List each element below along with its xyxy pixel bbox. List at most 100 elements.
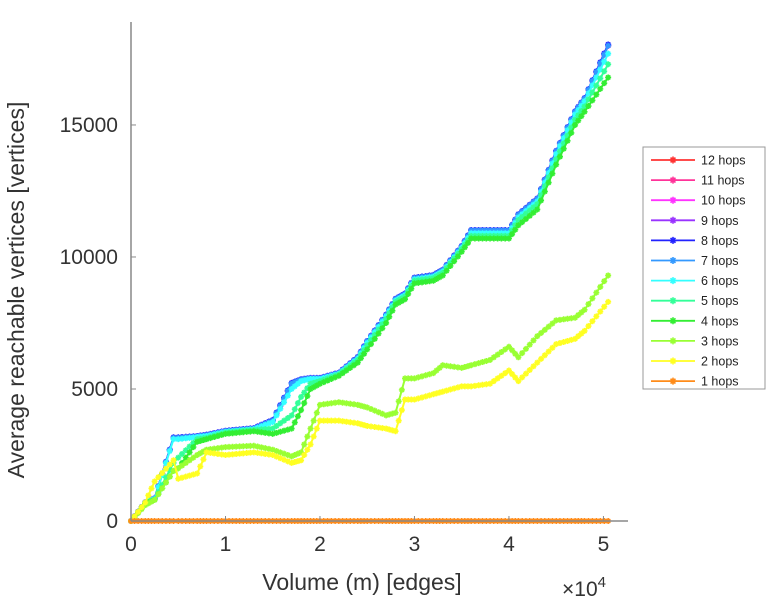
data-point-marker bbox=[509, 231, 516, 238]
data-point-marker bbox=[273, 429, 280, 436]
data-point-marker bbox=[236, 429, 243, 436]
data-point-marker bbox=[371, 335, 378, 342]
data-point-marker bbox=[422, 393, 429, 400]
data-point-marker bbox=[277, 420, 284, 427]
data-point-marker bbox=[465, 383, 472, 390]
data-point-marker bbox=[131, 513, 138, 520]
data-point-marker bbox=[585, 323, 592, 330]
legend-box bbox=[642, 146, 766, 390]
data-point-marker bbox=[288, 385, 295, 392]
data-point-marker bbox=[288, 380, 295, 387]
data-point-marker bbox=[229, 430, 236, 437]
data-point-marker bbox=[148, 485, 155, 492]
data-point-marker bbox=[243, 450, 250, 457]
data-point-marker bbox=[545, 348, 552, 355]
data-point-marker bbox=[364, 342, 371, 349]
data-point-marker bbox=[203, 436, 210, 443]
data-point-marker bbox=[364, 422, 371, 429]
data-point-marker bbox=[357, 355, 364, 362]
data-point-marker bbox=[597, 283, 604, 290]
data-point-marker bbox=[350, 401, 357, 408]
data-point-marker bbox=[258, 450, 265, 457]
data-point-marker bbox=[347, 400, 354, 407]
data-point-marker bbox=[494, 375, 501, 382]
data-point-marker bbox=[443, 362, 450, 369]
data-point-marker bbox=[568, 124, 575, 131]
data-point-marker bbox=[549, 344, 556, 351]
data-point-marker bbox=[426, 371, 433, 378]
data-point-marker bbox=[534, 333, 541, 340]
data-point-marker bbox=[222, 444, 229, 451]
data-point-marker bbox=[328, 400, 335, 407]
data-point-marker bbox=[411, 375, 418, 382]
data-point-marker bbox=[451, 363, 458, 370]
data-point-marker bbox=[262, 445, 269, 452]
data-point-marker bbox=[581, 103, 588, 110]
data-point-marker bbox=[597, 308, 604, 315]
data-point-marker bbox=[512, 374, 519, 381]
data-point-marker bbox=[304, 376, 311, 383]
data-point-marker bbox=[468, 362, 475, 369]
data-point-marker bbox=[415, 279, 422, 286]
data-point-marker bbox=[190, 444, 197, 451]
data-point-marker bbox=[159, 485, 166, 492]
data-point-marker bbox=[207, 435, 214, 442]
data-point-marker bbox=[454, 384, 461, 391]
data-point-marker bbox=[468, 235, 475, 242]
data-point-marker bbox=[451, 385, 458, 392]
data-point-marker bbox=[313, 378, 320, 385]
x-tick-label: 3 bbox=[409, 533, 421, 556]
data-point-marker bbox=[190, 471, 197, 478]
data-point-marker bbox=[538, 330, 545, 337]
data-point-marker bbox=[545, 170, 552, 177]
data-point-marker bbox=[522, 215, 529, 222]
data-point-marker bbox=[367, 423, 374, 430]
data-point-marker bbox=[313, 425, 320, 432]
data-point-marker bbox=[162, 479, 169, 486]
data-point-marker bbox=[291, 406, 298, 413]
data-point-marker bbox=[265, 451, 272, 458]
data-point-marker bbox=[367, 406, 374, 413]
legend-items: 12 hops 11 hops 10 hops 9 hops 8 hops 7 hops 6… bbox=[651, 154, 745, 389]
data-point-marker bbox=[179, 435, 186, 442]
data-point-marker bbox=[419, 279, 426, 286]
data-point-marker bbox=[589, 318, 596, 325]
data-point-marker bbox=[379, 410, 386, 417]
data-point-marker bbox=[572, 314, 579, 321]
legend-marker-icon bbox=[669, 377, 677, 385]
data-point-marker bbox=[288, 459, 295, 466]
data-point-marker bbox=[155, 491, 162, 498]
data-point-marker bbox=[498, 372, 505, 379]
data-point-marker bbox=[240, 429, 247, 436]
data-point-marker bbox=[166, 461, 173, 468]
data-point-marker bbox=[218, 444, 225, 451]
data-point-marker bbox=[433, 390, 440, 397]
ticks: 0 1 2 3 4 5 0 5000 10000 15000 bbox=[60, 114, 610, 556]
data-point-marker bbox=[443, 387, 450, 394]
data-point-marker bbox=[310, 375, 317, 382]
data-point-marker bbox=[375, 424, 382, 431]
data-point-marker bbox=[250, 449, 257, 456]
data-point-marker bbox=[392, 428, 399, 435]
data-point-marker bbox=[498, 235, 505, 242]
data-point-marker bbox=[560, 338, 567, 345]
data-point-marker bbox=[155, 483, 162, 490]
data-point-marker bbox=[458, 248, 465, 255]
data-point-marker bbox=[155, 474, 162, 481]
data-point-marker bbox=[556, 316, 563, 323]
data-point-marker bbox=[468, 383, 475, 390]
data-point-marker bbox=[291, 451, 298, 458]
data-point-marker bbox=[426, 278, 433, 285]
data-point-marker bbox=[284, 426, 291, 433]
data-point-marker bbox=[240, 443, 247, 450]
series-3-hops bbox=[128, 272, 612, 524]
data-point-marker bbox=[166, 467, 173, 474]
data-point-marker bbox=[581, 108, 588, 115]
data-point-marker bbox=[291, 459, 298, 466]
legend-label: 2 hops bbox=[701, 355, 739, 369]
data-point-marker bbox=[236, 443, 243, 450]
data-point-marker bbox=[214, 445, 221, 452]
data-point-marker bbox=[332, 399, 339, 406]
data-point-marker bbox=[597, 75, 604, 82]
